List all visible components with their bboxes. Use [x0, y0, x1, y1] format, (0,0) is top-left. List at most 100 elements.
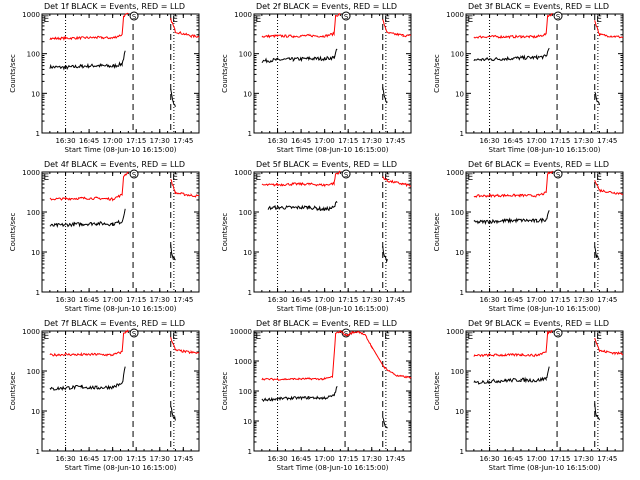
- x-tick-label: 17:15: [338, 296, 358, 304]
- saa-marker: S: [344, 171, 349, 179]
- x-tick-label: 16:30: [267, 296, 287, 304]
- panel-title: Det 1f BLACK = Events, RED = LLD: [44, 2, 185, 11]
- x-tick-label: 17:00: [315, 137, 335, 145]
- panel-det-7: Det 7f BLACK = Events, RED = LLD 1 10 100 10…: [9, 319, 200, 472]
- x-tick-label: 17:45: [385, 455, 405, 463]
- x-tick-label: 17:30: [362, 455, 382, 463]
- x-tick-label: 16:45: [79, 296, 99, 304]
- panel-title: Det 4f BLACK = Events, RED = LLD: [44, 160, 185, 169]
- x-tick-label: 16:30: [55, 296, 75, 304]
- x-axis-label: Start Time (08-Jun-10 16:15:00): [489, 305, 601, 313]
- saa-marker: S: [556, 330, 561, 338]
- x-tick-label: 17:45: [597, 137, 617, 145]
- eclipse-marker: E: [43, 15, 49, 25]
- eclipse-marker: E: [43, 332, 49, 342]
- y-tick-label: 100: [27, 209, 40, 217]
- saa-marker-circle: [129, 328, 139, 338]
- lld-series-line: [49, 171, 200, 202]
- x-tick-label: 17:30: [574, 296, 594, 304]
- y-tick-label: 1000: [22, 11, 40, 19]
- x-tick-label: 17:15: [338, 455, 358, 463]
- y-tick-label: 100: [451, 51, 464, 59]
- x-axis-label: Start Time (08-Jun-10 16:15:00): [65, 146, 177, 154]
- y-tick-label: 1000: [234, 169, 252, 177]
- saa-marker-circle: [553, 11, 563, 21]
- saa-marker-circle: [341, 169, 351, 179]
- saa-marker: S: [556, 13, 561, 21]
- y-axis-label: Counts/sec: [433, 372, 441, 411]
- x-tick-label: 17:30: [150, 296, 170, 304]
- x-tick-label: 16:45: [503, 137, 523, 145]
- x-tick-label: 16:30: [479, 455, 499, 463]
- y-tick-label: 10: [243, 418, 252, 426]
- x-tick-label: 16:30: [55, 455, 75, 463]
- y-tick-label: 10: [31, 408, 40, 416]
- saa-marker-circle: [129, 11, 139, 21]
- x-tick-label: 16:30: [267, 137, 287, 145]
- x-tick-label: 16:45: [79, 455, 99, 463]
- x-tick-label: 17:00: [103, 296, 123, 304]
- x-tick-label: 17:45: [173, 455, 193, 463]
- x-tick-label: 16:45: [291, 455, 311, 463]
- eclipse-marker: E: [172, 332, 178, 342]
- eclipse-marker: E: [467, 332, 473, 342]
- lld-series-line: [261, 170, 411, 188]
- events-series-line: [261, 48, 388, 104]
- panel-title: Det 2f BLACK = Events, RED = LLD: [256, 2, 397, 11]
- x-axis-label: Start Time (08-Jun-10 16:15:00): [65, 464, 177, 472]
- panel-title: Det 7f BLACK = Events, RED = LLD: [44, 319, 185, 328]
- panel-title: Det 6f BLACK = Events, RED = LLD: [468, 160, 609, 169]
- y-axis-label: Counts/sec: [221, 54, 229, 93]
- y-tick-label: 1000: [446, 169, 464, 177]
- y-tick-label: 1: [460, 448, 464, 456]
- events-series-line: [267, 200, 388, 264]
- x-tick-label: 17:30: [362, 137, 382, 145]
- x-tick-label: 17:15: [126, 455, 146, 463]
- eclipse-marker: E: [467, 173, 473, 183]
- y-tick-label: 100: [239, 209, 252, 217]
- saa-marker-circle: [129, 169, 139, 179]
- y-tick-label: 1: [248, 289, 252, 297]
- y-axis-label: Counts/sec: [221, 372, 229, 411]
- y-tick-label: 10: [243, 249, 252, 257]
- y-tick-label: 10: [31, 90, 40, 98]
- lld-series-line: [49, 12, 200, 41]
- x-tick-label: 17:30: [362, 296, 382, 304]
- saa-marker: S: [132, 171, 137, 179]
- eclipse-marker: E: [596, 15, 602, 25]
- eclipse-marker: E: [596, 173, 602, 183]
- x-axis-label: Start Time (08-Jun-10 16:15:00): [277, 146, 389, 154]
- x-tick-label: 17:15: [126, 296, 146, 304]
- y-tick-label: 1: [248, 448, 252, 456]
- eclipse-marker: E: [384, 332, 390, 342]
- saa-marker: S: [132, 330, 137, 338]
- eclipse-marker: E: [255, 15, 261, 25]
- x-axis-label: Start Time (08-Jun-10 16:15:00): [65, 305, 177, 313]
- events-series-line: [473, 210, 600, 260]
- y-tick-label: 10: [455, 90, 464, 98]
- x-tick-label: 16:30: [479, 296, 499, 304]
- lld-series-line: [261, 330, 412, 381]
- panel-det-2: Det 2f BLACK = Events, RED = LLD 1 10 100 10…: [221, 2, 412, 154]
- x-axis-label: Start Time (08-Jun-10 16:15:00): [489, 464, 601, 472]
- y-tick-label: 1000: [22, 169, 40, 177]
- saa-marker-circle: [553, 169, 563, 179]
- y-tick-label: 1000: [234, 11, 252, 19]
- eclipse-marker: E: [172, 173, 178, 183]
- x-tick-label: 17:15: [338, 137, 358, 145]
- eclipse-marker: E: [255, 173, 261, 183]
- y-tick-label: 1000: [446, 328, 464, 336]
- y-tick-label: 10000: [230, 328, 252, 336]
- x-axis-label: Start Time (08-Jun-10 16:15:00): [489, 146, 601, 154]
- x-tick-label: 17:00: [315, 296, 335, 304]
- lld-series-line: [473, 12, 624, 40]
- y-axis-label: Counts/sec: [9, 54, 17, 93]
- x-tick-label: 16:30: [479, 137, 499, 145]
- y-tick-label: 1: [36, 448, 40, 456]
- y-tick-label: 1: [36, 289, 40, 297]
- eclipse-marker: E: [596, 332, 602, 342]
- events-series-line: [49, 366, 176, 421]
- saa-marker: S: [344, 13, 349, 21]
- x-axis-label: Start Time (08-Jun-10 16:15:00): [277, 464, 389, 472]
